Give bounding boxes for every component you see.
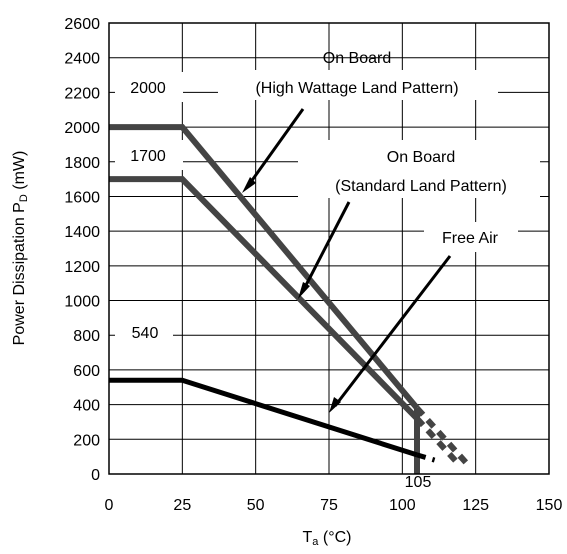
y-tick-label: 2000	[64, 120, 100, 137]
series-layer	[109, 124, 470, 474]
annotation-value-2000: 2000	[130, 80, 166, 97]
series-line	[109, 124, 420, 411]
annotation-free-air: Free Air	[442, 230, 499, 247]
y-tick-label: 1000	[64, 294, 100, 311]
x-tick-label: 25	[173, 497, 191, 514]
x-tick-label: 75	[320, 497, 338, 514]
x-axis-label-main: T	[303, 529, 313, 546]
plot-frame	[108, 22, 550, 475]
arrowhead-standard	[298, 282, 310, 299]
arrow-high-wattage	[246, 108, 305, 187]
label-bg-1700	[115, 140, 183, 170]
annotation-value-540: 540	[132, 325, 159, 342]
label-bg-free-air	[424, 222, 518, 252]
arrowhead-free-air	[329, 397, 341, 413]
series-line	[109, 176, 420, 421]
y-axis-label-sub: D	[18, 194, 30, 202]
y-tick-label: 1200	[64, 259, 100, 276]
y-tick-label: 800	[73, 328, 100, 345]
y-tick-label: 600	[73, 363, 100, 380]
y-axis-label-tail: (mW)	[11, 151, 28, 195]
annotation-standard-line1: On Board	[387, 149, 455, 166]
annotation-high-wattage-line2: (High Wattage Land Pattern)	[255, 80, 458, 97]
x-axis-label-sub: a	[312, 536, 319, 548]
series-derated-dashed	[414, 416, 461, 466]
y-tick-label: 2600	[64, 16, 100, 33]
label-bg-2000	[115, 72, 183, 102]
y-tick-label: 1800	[64, 155, 100, 172]
x-tick-label: 125	[462, 497, 489, 514]
annotation-standard-line2: (Standard Land Pattern)	[335, 178, 507, 195]
y-tick-label: 200	[73, 432, 100, 449]
arrow-layer	[242, 108, 452, 413]
arrowhead-high-wattage	[242, 177, 256, 193]
label-bg-high-wattage	[218, 70, 498, 100]
y-tick-label: 0	[91, 467, 100, 484]
annotation-high-wattage-line1: On Board	[323, 50, 391, 67]
y-tick-label: 2200	[64, 85, 100, 102]
annotation-value-1700: 1700	[130, 148, 166, 165]
series-line	[109, 377, 418, 458]
x-tick-label: 100	[389, 497, 416, 514]
y-tick-label: 1600	[64, 189, 100, 206]
series-derated-dashed	[416, 452, 436, 463]
y-axis-label: Power Dissipation PD (mW)	[11, 151, 30, 346]
arrow-free-air	[333, 255, 452, 407]
y-tick-label: 1400	[64, 224, 100, 241]
tick-layer: 0 25 50 75 100 125 150 0 200 400 600 800 1000 1200 140…	[64, 16, 562, 514]
y-tick-label: 400	[73, 398, 100, 415]
series-derated-dashed	[414, 406, 470, 466]
x-tick-label: 0	[105, 497, 114, 514]
x-axis-label: Ta (°C)	[303, 529, 352, 548]
label-bg-540	[115, 317, 173, 347]
arrow-standard	[301, 201, 351, 292]
y-tick-label: 2400	[64, 51, 100, 68]
x-axis-label-tail: (°C)	[318, 529, 351, 546]
label-bg-standard	[298, 140, 540, 198]
x-tick-label: 50	[247, 497, 265, 514]
annotation-value-105: 105	[405, 474, 432, 491]
label-layer: On Board (High Wattage Land Pattern) On …	[115, 50, 540, 491]
x-tick-label: 150	[536, 497, 563, 514]
y-axis-label-main: Power Dissipation P	[11, 202, 28, 345]
